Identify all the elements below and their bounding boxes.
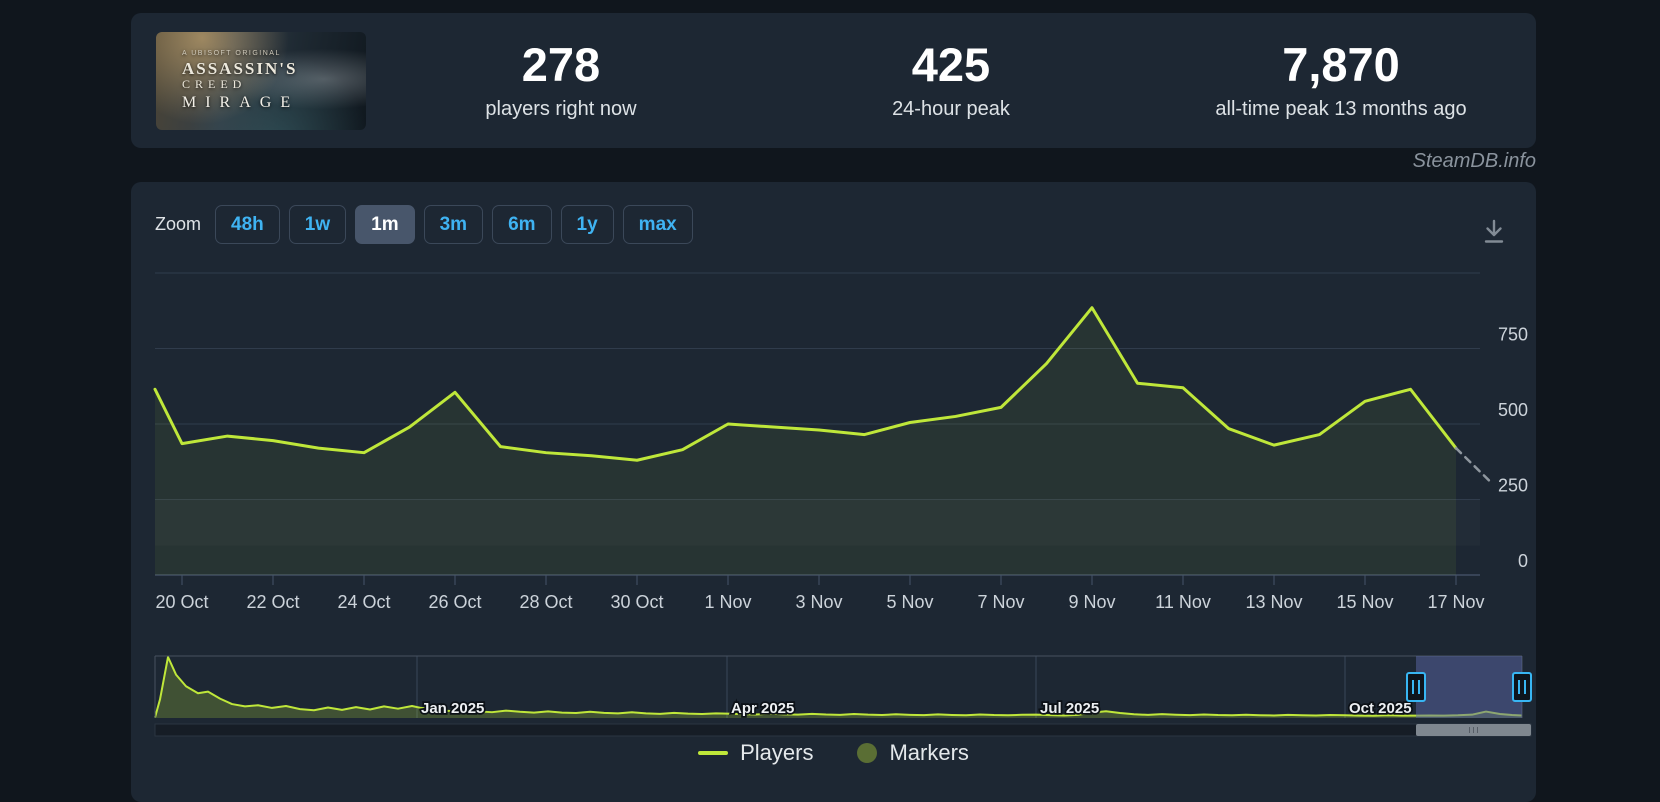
y-axis-label: 0 [1518, 551, 1528, 571]
stat-label: all-time peak 13 months ago [1215, 97, 1467, 120]
chart-plot-area[interactable] [155, 265, 1480, 575]
x-axis-label: 28 Oct [519, 592, 572, 612]
y-axis-label: 750 [1498, 325, 1528, 345]
navigator-axis-label: Apr 2025 [731, 700, 794, 717]
zoom-range-max[interactable]: max [622, 205, 693, 244]
zoom-label: Zoom [155, 214, 202, 234]
y-axis-label: 500 [1498, 400, 1528, 420]
x-axis-label: 26 Oct [428, 592, 481, 612]
x-axis-label: 3 Nov [795, 592, 842, 612]
zoom-range-1w[interactable]: 1w [288, 205, 347, 244]
legend-item-markers[interactable]: Markers [857, 740, 969, 766]
zoom-range-1y[interactable]: 1y [560, 205, 614, 244]
x-axis-label: 5 Nov [886, 592, 933, 612]
x-axis-label: 11 Nov [1155, 592, 1211, 612]
y-axis-label: 250 [1498, 476, 1528, 496]
stat-label: 24-hour peak [892, 97, 1010, 120]
stats-row: 278 players right now 425 24-hour peak 7… [366, 40, 1536, 120]
navigator-handle-left[interactable] [1406, 672, 1426, 702]
chart-panel: Zoom 48h 1w 1m 3m 6m 1y max [131, 182, 1536, 802]
legend-label: Players [740, 740, 814, 765]
legend-item-players[interactable]: Players [698, 740, 813, 766]
navigator-axis-label: Oct 2025 [1349, 700, 1412, 717]
stat-value: 425 [911, 38, 991, 92]
x-axis-label: 22 Oct [246, 592, 299, 612]
stat-value: 7,870 [1282, 38, 1400, 92]
chart-legend: Players Markers [131, 740, 1536, 766]
markers-circle-swatch [857, 743, 878, 763]
navigator-selection[interactable] [1416, 656, 1522, 718]
navigator-axis-label: Jul 2025 [1040, 700, 1099, 717]
main-chart: 0 250 500 750 20 Oct 22 Oct 24 Oct 26 Oct 28 Oct… [153, 265, 1532, 737]
steamdb-watermark: SteamDB.info [1412, 150, 1536, 172]
x-axis-label: 13 Nov [1245, 592, 1302, 612]
capsule-tagline: A UBISOFT ORIGINAL [182, 49, 281, 57]
capsule-title-line3: MIRAGE [182, 94, 300, 112]
zoom-toolbar: Zoom 48h 1w 1m 3m 6m 1y max [155, 205, 693, 244]
header-panel: A UBISOFT ORIGINAL ASSASSIN'S CREED MIRA… [131, 13, 1536, 148]
stat-label: players right now [485, 97, 637, 120]
stat-24h-peak: 425 24-hour peak [756, 40, 1146, 120]
players-line [153, 306, 1458, 462]
legend-label: Markers [889, 740, 969, 765]
zoom-range-3m[interactable]: 3m [423, 205, 484, 244]
navigator-handle-right[interactable] [1512, 672, 1532, 702]
x-axis-label: 24 Oct [337, 592, 390, 612]
download-button[interactable] [1478, 216, 1510, 248]
x-axis-label: 15 Nov [1336, 592, 1393, 612]
scrollbar-track[interactable] [154, 723, 1532, 737]
zoom-range-48h[interactable]: 48h [215, 205, 280, 244]
zoom-range-1m[interactable]: 1m [355, 205, 415, 244]
capsule-title-line1: ASSASSIN'S [182, 58, 298, 78]
x-axis-label: 20 Oct [155, 592, 208, 612]
x-axis-label: 7 Nov [977, 592, 1024, 612]
x-axis-label: 1 Nov [704, 592, 751, 612]
capsule-title-line2: CREED [182, 76, 247, 91]
x-axis-label: 17 Nov [1427, 592, 1484, 612]
navigator-area [155, 657, 1522, 718]
navigator-line [154, 656, 1523, 718]
stat-alltime-peak: 7,870 all-time peak 13 months ago [1146, 40, 1536, 120]
players-line-swatch [698, 751, 729, 755]
x-axis-label: 30 Oct [610, 592, 663, 612]
game-capsule[interactable]: A UBISOFT ORIGINAL ASSASSIN'S CREED MIRA… [156, 31, 366, 130]
stat-value: 278 [521, 38, 601, 92]
zoom-range-6m[interactable]: 6m [492, 205, 552, 244]
navigator-axis-label: Jan 2025 [421, 700, 484, 717]
players-line-partial-dashed [1454, 446, 1492, 483]
download-icon [1484, 219, 1504, 243]
x-axis-label: 9 Nov [1068, 592, 1115, 612]
stat-current-players: 278 players right now [366, 40, 756, 120]
